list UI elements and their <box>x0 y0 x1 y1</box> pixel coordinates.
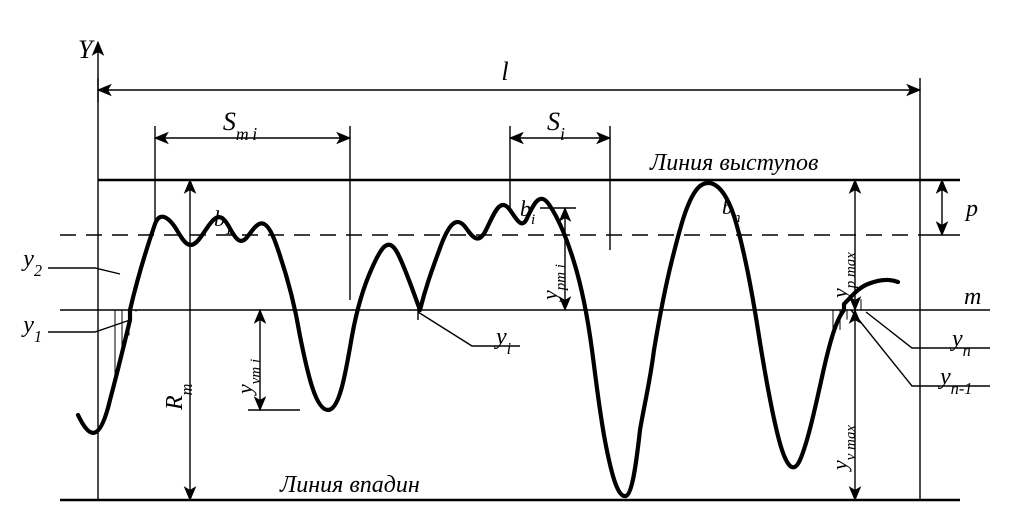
label-yn-1: yn-1 <box>938 364 972 398</box>
label-valley-line: Линия впадин <box>279 472 420 498</box>
y-axis-label: Y <box>78 35 95 64</box>
label-b1: b1 <box>214 206 232 238</box>
leader-y1 <box>48 320 130 332</box>
label-l: l <box>501 57 508 86</box>
label-yi: yi <box>494 324 512 358</box>
leader-y2 <box>48 268 120 274</box>
roughness-profile-diagram: Y l Sm i Si Линия выступов m Линия впади… <box>0 0 1024 530</box>
label-yvmax: yv max <box>827 425 859 472</box>
label-peak-line: Линия выступов <box>649 150 818 176</box>
label-yn: yn <box>950 326 971 360</box>
roughness-profile-curve <box>78 183 898 496</box>
label-ypmi: ypm i <box>537 264 569 302</box>
label-p: p <box>964 196 978 222</box>
label-y1: y1 <box>21 312 42 346</box>
label-bn: bn <box>722 194 740 226</box>
label-m: m <box>964 284 981 310</box>
label-y2: y2 <box>21 246 42 280</box>
label-yvmi: yvm i <box>232 359 264 396</box>
leader-yn <box>866 312 990 348</box>
